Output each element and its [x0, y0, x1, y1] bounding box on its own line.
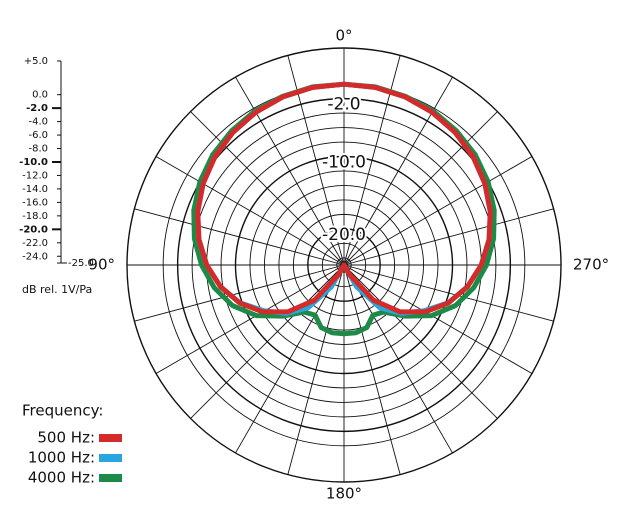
angle-label: 270°	[573, 256, 609, 274]
legend-label: 1000 Hz:	[28, 449, 95, 467]
scale-label: -2.0	[26, 103, 48, 114]
spoke	[190, 111, 345, 266]
scale-label: -12.0	[22, 170, 48, 181]
ring-label: -2.0	[327, 95, 360, 115]
scale-label: -20.0	[19, 224, 48, 235]
scale-label: -18.0	[22, 211, 48, 222]
pattern-curve	[191, 81, 497, 337]
spoke	[287, 264, 345, 475]
pattern-curve	[195, 81, 493, 315]
spoke	[343, 111, 498, 266]
legend-title: Frequency:	[22, 402, 103, 420]
spoke	[343, 208, 554, 266]
scale-label: -6.0	[28, 130, 48, 141]
scale-label: -24.0	[22, 251, 48, 262]
spoke	[155, 156, 345, 266]
spoke	[235, 76, 345, 266]
spoke	[134, 208, 345, 266]
angle-label: 0°	[335, 27, 352, 45]
scale-label: -14.0	[22, 184, 48, 195]
legend-label: 4000 Hz:	[28, 469, 95, 487]
scale-label: -8.0	[28, 144, 48, 155]
scale-label: 0.0	[32, 90, 48, 101]
spoke	[343, 264, 401, 475]
spoke	[343, 264, 453, 454]
spoke	[343, 264, 533, 374]
spoke	[155, 264, 345, 374]
spoke	[343, 76, 453, 266]
spoke	[343, 264, 498, 419]
legend-label: 500 Hz:	[37, 429, 95, 447]
scale-label: -16.0	[22, 197, 48, 208]
scale-label: -25.0	[68, 258, 94, 269]
ring-label: -10.0	[322, 153, 366, 173]
spoke	[235, 264, 345, 454]
axis-label: dB rel. 1V/Pa	[22, 283, 92, 296]
spoke	[343, 264, 554, 322]
spoke	[190, 264, 345, 419]
legend-swatch	[99, 434, 122, 442]
scale-label: +5.0	[24, 56, 48, 67]
legend-swatch	[99, 474, 122, 482]
scale-label: -22.0	[22, 238, 48, 249]
legend-swatch	[99, 454, 122, 462]
angle-label: 180°	[326, 485, 362, 503]
scale-label: -10.0	[19, 157, 48, 168]
ring-label: -20.0	[322, 225, 366, 245]
angle-label: 90°	[88, 256, 115, 274]
spoke	[343, 156, 533, 266]
scale-label: -4.0	[28, 117, 48, 128]
spoke	[134, 264, 345, 322]
